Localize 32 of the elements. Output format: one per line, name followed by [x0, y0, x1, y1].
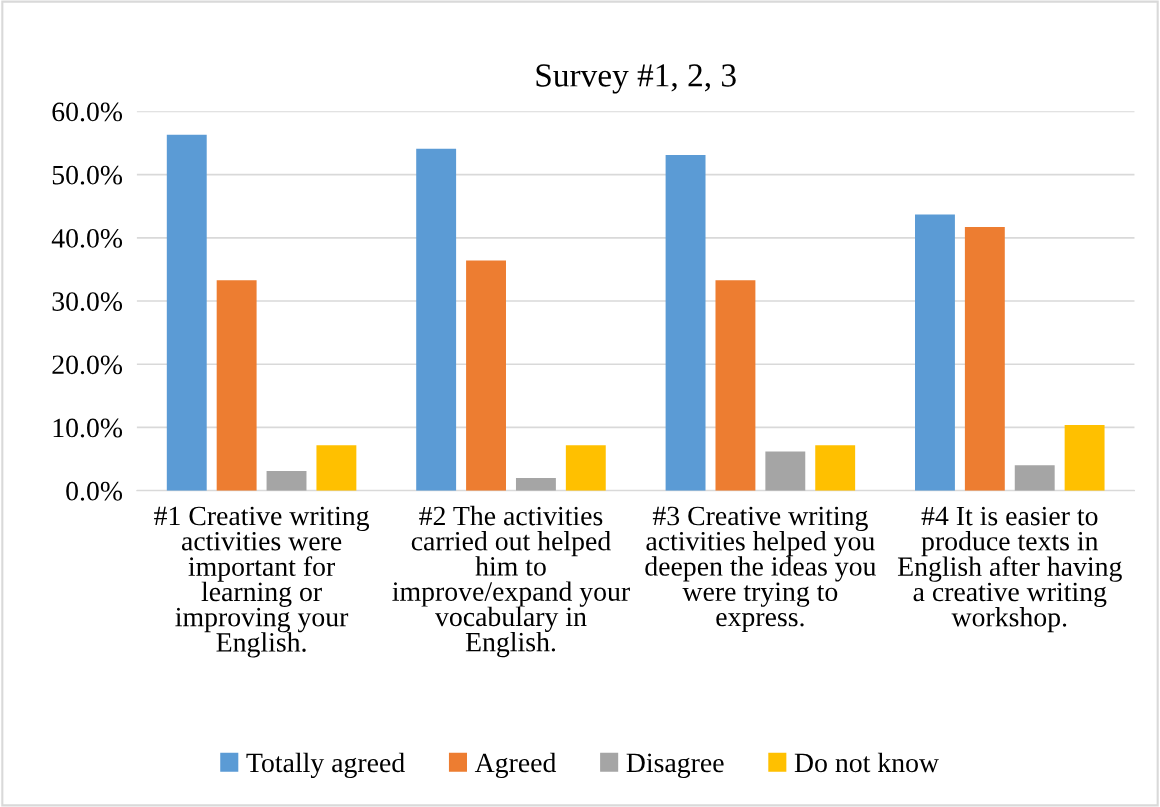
legend-label: Do not know	[794, 752, 939, 773]
bar	[316, 445, 357, 491]
x-tick-label: #1 Creative writing activities were important for learning or improving your English.	[154, 506, 370, 658]
bar	[715, 280, 756, 491]
bar	[565, 445, 606, 491]
bar	[815, 445, 856, 491]
y-tick-label: 30.0%	[52, 292, 123, 312]
chart-title: Survey #1, 2, 3	[536, 64, 736, 94]
x-tick-label: #2 The activities carried out helped him to improve/expand your vocabulary in English.	[392, 505, 630, 658]
bar	[515, 478, 556, 491]
bar	[1014, 465, 1055, 491]
y-tick-label: 60.0%	[52, 102, 123, 122]
bar	[964, 227, 1005, 491]
bar	[166, 134, 207, 491]
bar	[765, 451, 806, 491]
y-tick-label: 40.0%	[51, 228, 123, 248]
y-tick-label: 20.0%	[52, 355, 123, 375]
bar	[216, 280, 257, 491]
bar	[416, 148, 457, 491]
legend-label: Agreed	[474, 752, 557, 778]
y-tick-label: 10.0%	[53, 418, 123, 438]
bar	[466, 260, 506, 491]
bar	[1064, 424, 1105, 491]
bar	[266, 471, 307, 491]
x-tick-label: #3 Creative writing activities helped you deepen the ideas you were trying to express.	[645, 506, 876, 633]
bar	[915, 214, 955, 491]
legend-label: Totally agreed	[246, 752, 405, 778]
bar	[665, 154, 706, 491]
y-tick-label: 0.0%	[66, 481, 123, 501]
x-tick-label: #4 It is easier to produce texts in English after having a creative writing workshop.	[897, 506, 1122, 633]
y-tick-label: 50.0%	[52, 165, 123, 185]
legend-label: Disagree	[626, 753, 724, 778]
